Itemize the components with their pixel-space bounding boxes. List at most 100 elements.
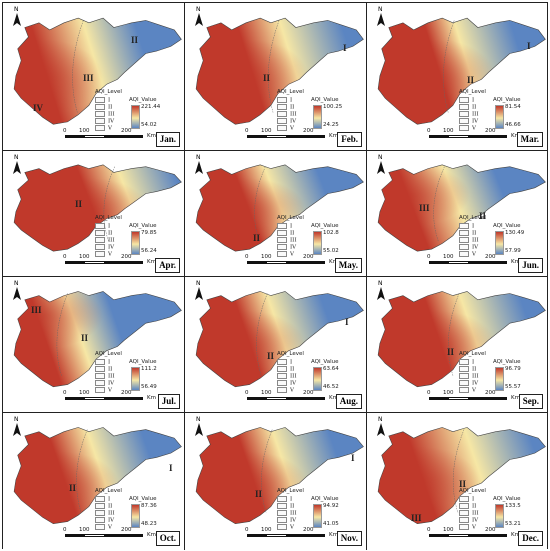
hotspot-overlay <box>378 18 546 125</box>
hotspot-overlay <box>196 427 364 524</box>
aqi-max-value: 221.44 <box>141 104 161 110</box>
aqi-level-item: IV <box>277 118 296 125</box>
scale-unit: Km <box>147 395 156 401</box>
aqi-level-title: AQI_Level <box>459 215 486 221</box>
aqi-level-item: IV <box>459 244 478 251</box>
aqi-level-item: II <box>277 104 294 111</box>
scale-tick: 200 <box>485 254 496 260</box>
aqi-color-ramp <box>313 504 322 528</box>
aqi-level-item: I <box>277 97 292 104</box>
aqi-color-ramp <box>131 367 140 391</box>
region-label: II <box>467 75 475 85</box>
aqi-map <box>377 291 546 388</box>
aqi-level-item: II <box>277 366 294 373</box>
aqi-level-item: III <box>459 373 479 380</box>
scale-tick: 100 <box>79 254 90 260</box>
aqi-level-item: I <box>95 97 110 104</box>
aqi-map <box>195 291 364 388</box>
aqi-level-item: IV <box>277 380 296 387</box>
scale-tick: 100 <box>261 390 272 396</box>
scale-tick: 0 <box>245 128 249 134</box>
region-label: IV <box>33 103 44 113</box>
aqi-level-title: AQI_Level <box>459 89 486 95</box>
region-boundary <box>443 20 455 113</box>
month-label: Nov. <box>336 531 362 546</box>
aqi-max-value: 111.2 <box>141 366 157 372</box>
region-label: I <box>345 317 349 327</box>
aqi-level-item: II <box>95 230 112 237</box>
aqi-level-item: III <box>95 510 115 517</box>
aqi-color-ramp <box>131 105 140 129</box>
north-arrow-icon: N <box>375 154 387 175</box>
scale-unit: Km <box>511 395 520 401</box>
north-label: N <box>14 154 19 161</box>
north-arrow-icon: N <box>193 6 205 27</box>
scale-tick: 200 <box>485 128 496 134</box>
scale-tick: 100 <box>261 527 272 533</box>
region-label: I <box>351 453 355 463</box>
aqi-level-item: III <box>277 237 297 244</box>
aqi-level-item: II <box>95 503 112 510</box>
north-arrow-icon: N <box>375 280 387 301</box>
region-label: III <box>31 305 42 315</box>
scale-tick: 200 <box>121 527 132 533</box>
aqi-level-item: V <box>459 125 476 132</box>
north-arrow-icon: N <box>375 416 387 437</box>
north-label: N <box>196 154 201 161</box>
aqi-min-value: 56.24 <box>141 248 157 254</box>
scale-tick: 100 <box>261 128 272 134</box>
month-label: Jun. <box>518 258 543 273</box>
aqi-color-ramp <box>313 367 322 391</box>
north-label: N <box>196 280 201 287</box>
aqi-max-value: 102.8 <box>323 230 339 236</box>
aqi-level-item: I <box>459 97 474 104</box>
aqi-level-item: III <box>459 237 479 244</box>
aqi-max-value: 79.85 <box>141 230 157 236</box>
aqi-max-value: 130.49 <box>505 230 525 236</box>
aqi-color-ramp <box>131 231 140 255</box>
region-label: II <box>459 479 467 489</box>
region-boundary <box>254 166 266 242</box>
aqi-min-value: 46.52 <box>323 384 339 390</box>
aqi-level-title: AQI_Level <box>459 488 486 494</box>
aqi-level-title: AQI_Level <box>95 89 122 95</box>
region-label: I <box>169 463 173 473</box>
north-arrow-icon: N <box>193 280 205 301</box>
aqi-value-title: AQI_Value <box>129 223 157 229</box>
aqi-value-title: AQI_Value <box>311 223 339 229</box>
scale-unit: Km <box>511 532 520 538</box>
scale-tick: 200 <box>121 254 132 260</box>
north-label: N <box>14 280 19 287</box>
aqi-level-item: V <box>277 387 294 394</box>
aqi-level-item: III <box>277 373 297 380</box>
aqi-min-value: 48.23 <box>141 521 157 527</box>
aqi-level-item: V <box>459 524 476 531</box>
aqi-level-title: AQI_Level <box>459 351 486 357</box>
aqi-level-item: I <box>277 496 292 503</box>
scale-unit: Km <box>329 259 338 265</box>
scale-tick: 0 <box>63 390 67 396</box>
hotspot-overlay <box>196 18 364 125</box>
scale-tick: 0 <box>63 128 67 134</box>
region-label: II <box>447 347 455 357</box>
scale-tick: 100 <box>443 527 454 533</box>
region-label: III <box>83 73 94 83</box>
region-label: III <box>419 203 430 213</box>
aqi-map <box>377 17 546 125</box>
aqi-level-item: I <box>277 359 292 366</box>
north-label: N <box>378 154 383 161</box>
aqi-map <box>377 164 546 252</box>
map-panel: N II III IV AQI_Level I II III IV V AQI_Value 221.… <box>3 3 185 151</box>
north-label: N <box>196 416 201 423</box>
north-arrow-icon: N <box>11 6 23 27</box>
aqi-level-item: V <box>459 387 476 394</box>
north-arrow-icon: N <box>375 6 387 27</box>
aqi-level-item: III <box>459 111 479 118</box>
aqi-level-item: I <box>95 223 110 230</box>
aqi-map <box>377 427 546 525</box>
aqi-value-title: AQI_Value <box>129 359 157 365</box>
scale-tick: 200 <box>303 128 314 134</box>
aqi-level-item: III <box>95 373 115 380</box>
scale-tick: 100 <box>443 390 454 396</box>
